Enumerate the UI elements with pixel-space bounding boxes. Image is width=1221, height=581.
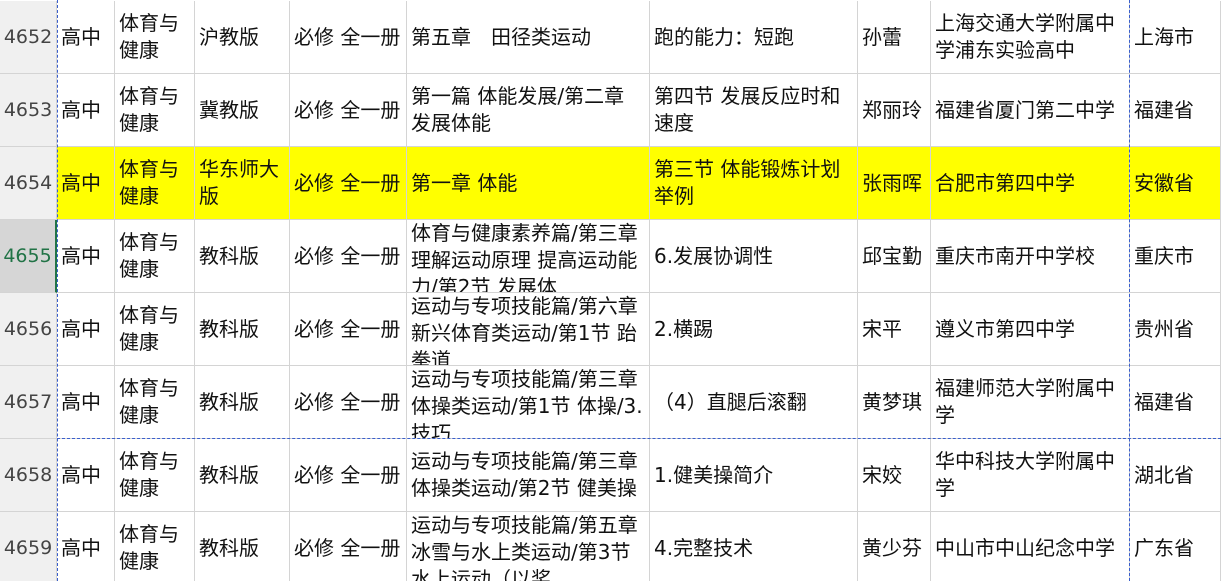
cell[interactable]: 教科版	[195, 512, 290, 581]
cell[interactable]: 第三节 体能锻炼计划举例	[650, 147, 858, 220]
cell[interactable]: 高中	[57, 366, 115, 439]
cell[interactable]: 高中	[57, 147, 115, 220]
cell[interactable]: 体育与健康	[115, 147, 195, 220]
cell[interactable]: （4）直腿后滚翻	[650, 366, 858, 439]
cell[interactable]: 必修 全一册	[290, 366, 407, 439]
cell[interactable]: 遵义市第四中学	[931, 293, 1130, 366]
page-break	[57, 438, 1221, 439]
cell[interactable]: 福建师范大学附属中学	[931, 366, 1130, 439]
cell[interactable]: 合肥市第四中学	[931, 147, 1130, 220]
cell[interactable]: 华中科技大学附属中学	[931, 439, 1130, 512]
cell[interactable]: 教科版	[195, 366, 290, 439]
cell[interactable]: 上海交通大学附属中学浦东实验高中	[931, 1, 1130, 74]
cell[interactable]: 福建省	[1130, 74, 1221, 147]
cell[interactable]: 体育与健康素养篇/第三章 理解运动原理 提高运动能力/第2节 发展体	[407, 220, 650, 293]
cell[interactable]: 体育与健康	[115, 1, 195, 74]
cell[interactable]: 高中	[57, 1, 115, 74]
cell[interactable]: 高中	[57, 439, 115, 512]
cell[interactable]: 黄少芬	[858, 512, 931, 581]
cell[interactable]: 4.完整技术	[650, 512, 858, 581]
cell[interactable]: 邱宝勤	[858, 220, 931, 293]
cell[interactable]: 第四节 发展反应时和速度	[650, 74, 858, 147]
cell[interactable]: 2.横踢	[650, 293, 858, 366]
cell[interactable]: 体育与健康	[115, 220, 195, 293]
row-header[interactable]: 4655	[0, 220, 57, 293]
cell[interactable]: 体育与健康	[115, 512, 195, 581]
cell[interactable]: 中山市中山纪念中学	[931, 512, 1130, 581]
cell[interactable]: 福建省厦门第二中学	[931, 74, 1130, 147]
cell[interactable]: 高中	[57, 293, 115, 366]
cell[interactable]: 必修 全一册	[290, 147, 407, 220]
cell[interactable]: 福建省	[1130, 366, 1221, 439]
cell[interactable]: 必修 全一册	[290, 1, 407, 74]
cell[interactable]: 张雨晖	[858, 147, 931, 220]
cell[interactable]: 贵州省	[1130, 293, 1221, 366]
cell[interactable]: 冀教版	[195, 74, 290, 147]
cell[interactable]: 湖北省	[1130, 439, 1221, 512]
cell[interactable]: 教科版	[195, 439, 290, 512]
cell[interactable]: 第五章 田径类运动	[407, 1, 650, 74]
cell[interactable]: 必修 全一册	[290, 220, 407, 293]
cell[interactable]: 高中	[57, 220, 115, 293]
row-header[interactable]: 4659	[0, 512, 57, 581]
row-header[interactable]: 4654	[0, 147, 57, 220]
cell[interactable]: 必修 全一册	[290, 74, 407, 147]
page-break	[1129, 0, 1130, 581]
cell[interactable]: 必修 全一册	[290, 439, 407, 512]
row-header[interactable]: 4653	[0, 74, 57, 147]
cell[interactable]: 第一章 体能	[407, 147, 650, 220]
cell[interactable]: 运动与专项技能篇/第三章 体操类运动/第2节 健美操	[407, 439, 650, 512]
cell[interactable]: 宋平	[858, 293, 931, 366]
cell[interactable]: 跑的能力：短跑	[650, 1, 858, 74]
row-header[interactable]: 4657	[0, 366, 57, 439]
row-header[interactable]: 4656	[0, 293, 57, 366]
page-break	[57, 0, 58, 581]
cell[interactable]: 教科版	[195, 293, 290, 366]
cell[interactable]: 教科版	[195, 220, 290, 293]
cell[interactable]: 黄梦琪	[858, 366, 931, 439]
cell[interactable]: 运动与专项技能篇/第五章 冰雪与水上类运动/第3节 水上运动（以桨	[407, 512, 650, 581]
row-header[interactable]: 4652	[0, 1, 57, 74]
cell[interactable]: 重庆市	[1130, 220, 1221, 293]
cell[interactable]: 重庆市南开中学校	[931, 220, 1130, 293]
row-header[interactable]: 4658	[0, 439, 57, 512]
cell[interactable]: 沪教版	[195, 1, 290, 74]
cell[interactable]: 体育与健康	[115, 366, 195, 439]
cell[interactable]: 郑丽玲	[858, 74, 931, 147]
cell[interactable]: 必修 全一册	[290, 293, 407, 366]
cell[interactable]: 运动与专项技能篇/第三章 体操类运动/第1节 体操/3.技巧	[407, 366, 650, 439]
cell[interactable]: 宋姣	[858, 439, 931, 512]
cell[interactable]: 必修 全一册	[290, 512, 407, 581]
cell[interactable]: 体育与健康	[115, 293, 195, 366]
cell[interactable]: 1.健美操简介	[650, 439, 858, 512]
cell[interactable]: 孙蕾	[858, 1, 931, 74]
cell[interactable]: 第一篇 体能发展/第二章 发展体能	[407, 74, 650, 147]
cell[interactable]: 安徽省	[1130, 147, 1221, 220]
cell[interactable]: 华东师大版	[195, 147, 290, 220]
cell[interactable]: 运动与专项技能篇/第六章 新兴体育类运动/第1节 跆拳道	[407, 293, 650, 366]
cell[interactable]: 广东省	[1130, 512, 1221, 581]
cell[interactable]: 高中	[57, 74, 115, 147]
cell[interactable]: 上海市	[1130, 1, 1221, 74]
cell[interactable]: 高中	[57, 512, 115, 581]
cell[interactable]: 体育与健康	[115, 74, 195, 147]
cell[interactable]: 6.发展协调性	[650, 220, 858, 293]
cell[interactable]: 体育与健康	[115, 439, 195, 512]
